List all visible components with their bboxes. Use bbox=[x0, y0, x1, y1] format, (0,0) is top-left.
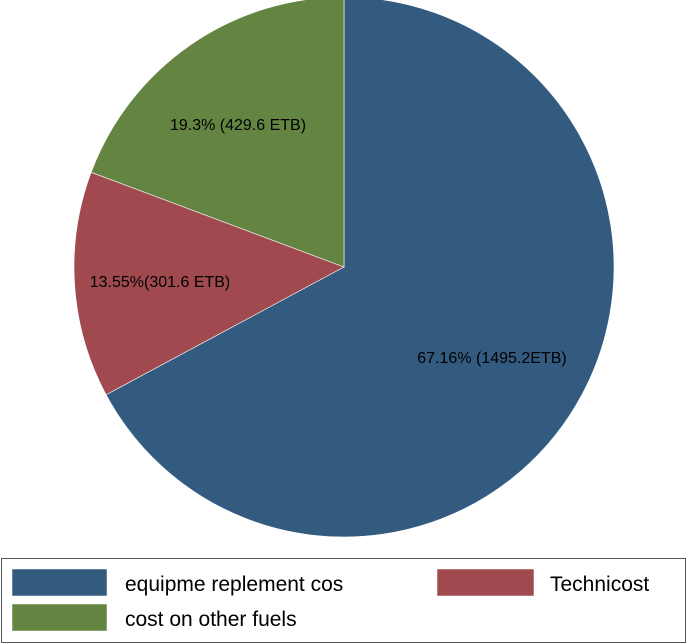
legend-frame bbox=[1, 558, 686, 643]
legend-label-other-fuels: cost on other fuels bbox=[125, 608, 297, 631]
legend: equipme replement cos Technicost cost on… bbox=[1, 558, 686, 643]
legend-swatch-equipment bbox=[11, 568, 108, 597]
slice-technicost bbox=[73, 171, 345, 396]
pie-slices bbox=[73, 0, 615, 538]
legend-label-equipment: equipme replement cos bbox=[125, 573, 343, 596]
slice-equipment bbox=[105, 0, 615, 538]
slice-other-fuels bbox=[90, 0, 345, 268]
slice-labels: 67.16% (1495.2ETB) 13.55%(301.6 ETB) 19.3%… bbox=[90, 117, 567, 367]
slice-label-other-fuels: 19.3% (429.6 ETB) bbox=[170, 117, 306, 134]
legend-swatch-other-fuels bbox=[11, 603, 108, 632]
slice-label-technicost: 13.55%(301.6 ETB) bbox=[90, 274, 231, 291]
slice-label-equipment: 67.16% (1495.2ETB) bbox=[417, 350, 566, 367]
legend-label-technicost: Technicost bbox=[550, 573, 649, 596]
legend-swatch-technicost bbox=[436, 568, 535, 597]
